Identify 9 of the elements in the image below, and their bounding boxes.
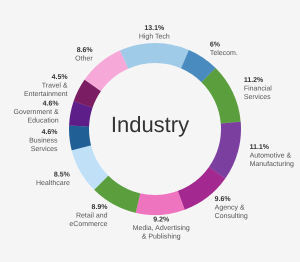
donut-slice (69, 101, 93, 126)
donut-slice (120, 43, 189, 69)
donut-slice (208, 122, 241, 179)
donut-slice (202, 68, 241, 124)
text: Industry (110, 112, 190, 137)
donut-slice (136, 190, 185, 215)
donut-slice (72, 145, 108, 190)
donut-slice (74, 80, 101, 108)
donut-slice (69, 126, 92, 150)
